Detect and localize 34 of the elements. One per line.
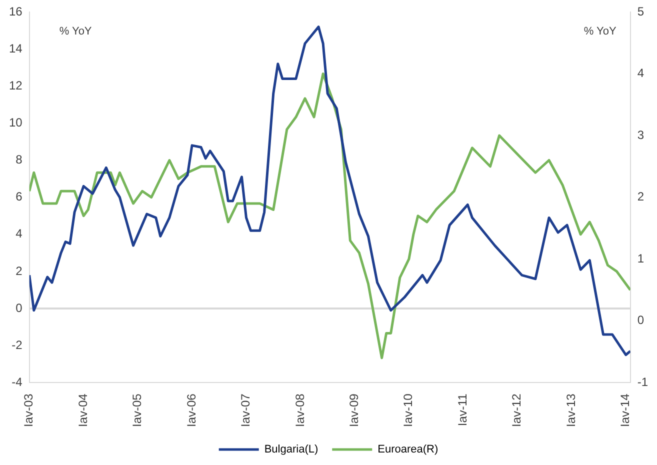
y-tick-label: 2: [16, 264, 23, 278]
y-tick-label: 10: [8, 116, 23, 130]
x-tick-label: Iav-10: [401, 393, 416, 428]
y-tick-label: -2: [12, 338, 23, 352]
y-tick-label: 4: [16, 226, 23, 241]
y2-axis-title: % YoY: [584, 26, 617, 38]
x-tick-label: Iav-07: [238, 393, 253, 428]
y2-tick-label: 0: [637, 313, 644, 328]
legend-label: Bulgaria(L): [264, 444, 318, 456]
x-tick-label: Iav-06: [184, 393, 198, 428]
y2-tick-label: 5: [637, 4, 644, 18]
y-tick-label: 12: [8, 78, 23, 92]
y-tick-label: 14: [8, 41, 23, 56]
x-tick-label: Iav-09: [347, 393, 362, 428]
legend-label: Euroarea(R): [378, 444, 438, 456]
y-tick-label: 8: [16, 152, 23, 167]
x-tick-label: Iav-05: [130, 393, 144, 428]
y2-tick-label: -1: [637, 374, 648, 389]
y-tick-label: 0: [16, 300, 23, 315]
y-tick-label: 6: [16, 190, 23, 204]
y2-tick-label: 1: [637, 251, 644, 266]
x-tick-label: Iav-11: [455, 393, 470, 426]
y2-tick-label: 4: [637, 66, 644, 80]
x-tick-label: Iav-08: [292, 393, 307, 428]
x-tick-label: Iav-14: [618, 393, 632, 428]
y-tick-label: -4: [12, 374, 23, 389]
x-tick-label: Iav-13: [564, 393, 578, 428]
y2-tick-label: 2: [637, 190, 644, 204]
x-tick-label: Iav-12: [510, 393, 524, 428]
x-tick-label: Iav-04: [76, 393, 90, 428]
y-tick-label: 16: [8, 4, 23, 18]
y-axis-title: % YoY: [59, 26, 92, 38]
x-tick-label: Iav-03: [22, 393, 36, 428]
y2-tick-label: 3: [637, 128, 644, 142]
